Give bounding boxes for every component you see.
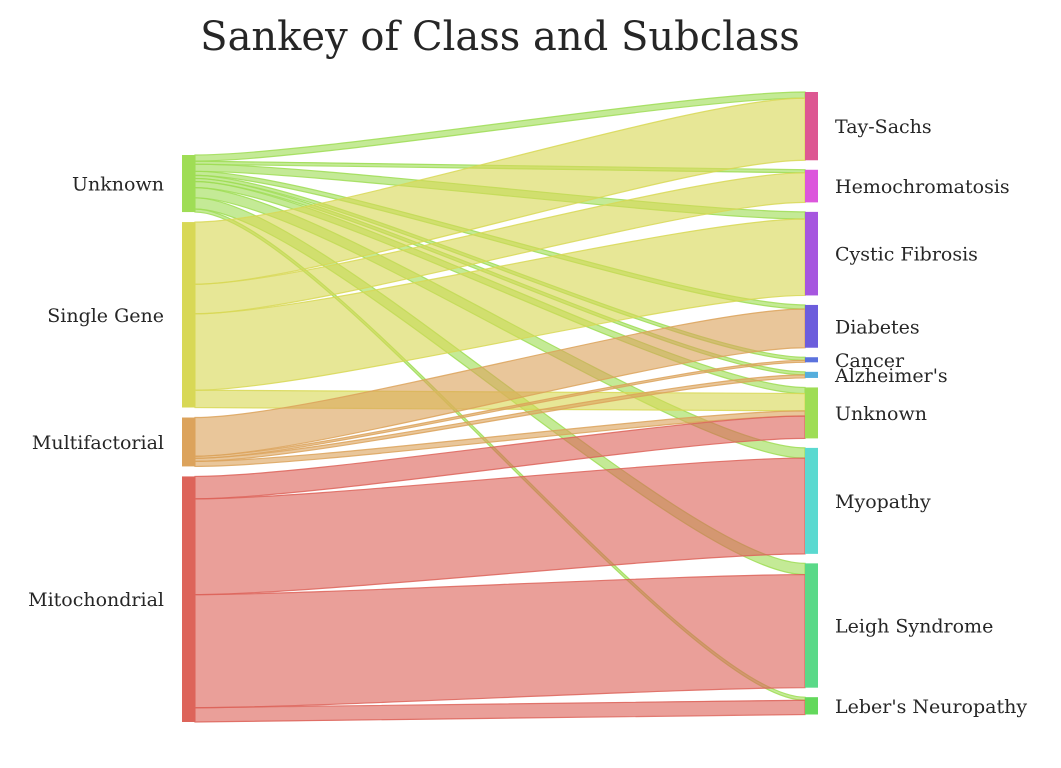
target-label-cystic-fibrosis: Cystic Fibrosis — [835, 244, 978, 266]
source-node-mitochondrial — [182, 476, 195, 722]
source-node-unknown — [182, 155, 195, 213]
target-node-cystic-fibrosis — [805, 211, 818, 296]
target-node-diabetes — [805, 304, 818, 348]
target-node-leigh-syndrome — [805, 563, 818, 688]
target-label-leigh-syndrome: Leigh Syndrome — [835, 616, 993, 638]
target-label-hemochromatosis: Hemochromatosis — [835, 176, 1010, 198]
link-single-gene-to-hemochromatosis — [194, 172, 806, 315]
target-node-cancer — [805, 357, 818, 363]
target-label-alzheimer-s: Alzheimer's — [834, 365, 948, 387]
target-node-leber-s-neuropathy — [805, 697, 818, 715]
target-node-myopathy — [805, 447, 818, 554]
source-label-single-gene: Single Gene — [47, 305, 164, 327]
source-node-multifactorial — [182, 417, 195, 467]
chart-title: Sankey of Class and Subclass — [200, 14, 800, 60]
target-label-tay-sachs: Tay-Sachs — [835, 116, 932, 138]
target-node-alzheimer-s — [805, 371, 818, 378]
target-label-cancer: Cancer — [835, 350, 905, 372]
target-label-diabetes: Diabetes — [835, 316, 920, 338]
link-mitochondrial-to-leigh-syndrome — [194, 573, 806, 709]
target-node-hemochromatosis — [805, 169, 818, 203]
link-mitochondrial-to-unknown — [194, 415, 806, 500]
link-single-gene-to-cystic-fibrosis — [194, 218, 806, 391]
target-label-myopathy: Myopathy — [835, 491, 931, 513]
link-multifactorial-to-diabetes — [194, 308, 806, 457]
nodes-layer — [182, 92, 818, 722]
target-label-unknown: Unknown — [835, 403, 927, 425]
source-node-single-gene — [182, 222, 195, 408]
links-layer — [194, 91, 806, 723]
target-label-leber-s-neuropathy: Leber's Neuropathy — [835, 696, 1027, 718]
source-label-unknown: Unknown — [72, 174, 164, 196]
target-node-tay-sachs — [805, 92, 818, 161]
labels-layer: Unknown Single Gene Multifactorial Mitochon… — [28, 116, 1027, 718]
source-label-mitochondrial: Mitochondrial — [28, 589, 164, 611]
target-node-unknown — [805, 387, 818, 439]
source-label-multifactorial: Multifactorial — [32, 432, 164, 454]
